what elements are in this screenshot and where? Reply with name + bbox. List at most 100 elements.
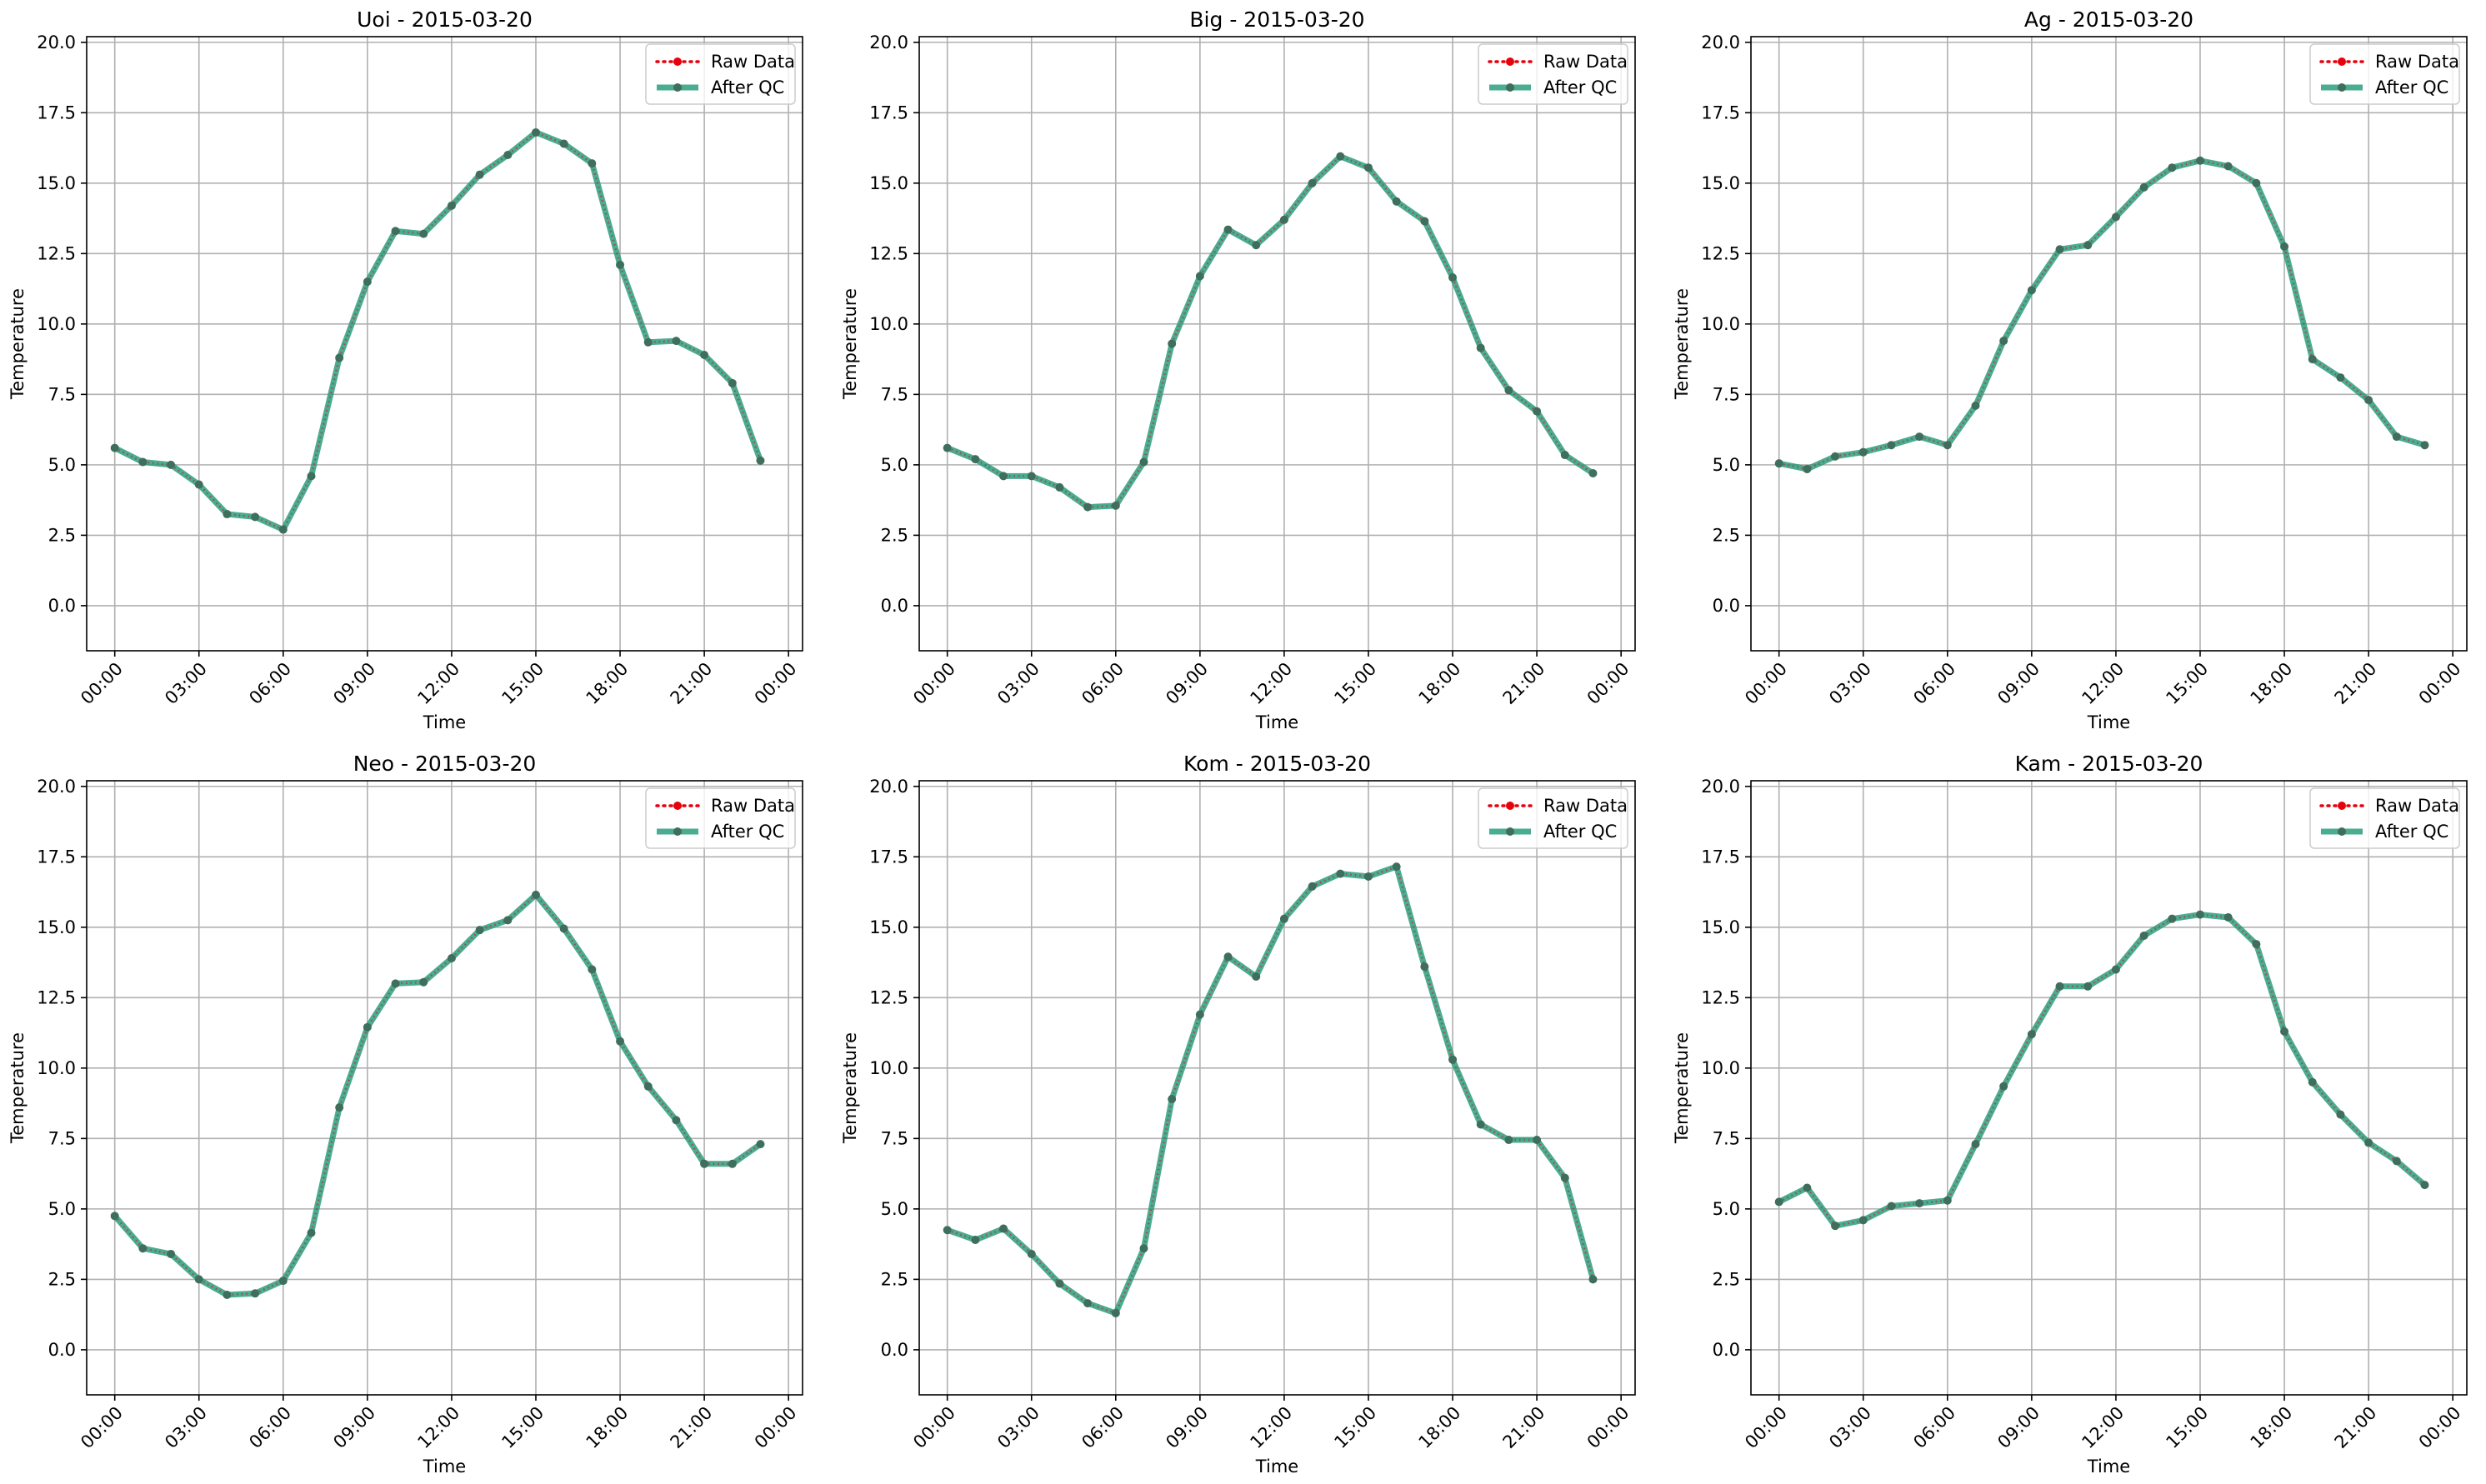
x-tick-label: 18:00 [1415, 658, 1465, 708]
after-qc-point [2336, 1110, 2345, 1119]
after-qc-point [1336, 869, 1345, 878]
after-qc-point [1588, 469, 1598, 478]
subplot-4: 0.0 2.5 5.0 7.5 10.0 12.5 15.0 17.5 20.0 00:00 03:… [8, 752, 803, 1477]
y-tick-label: 5.0 [48, 1199, 76, 1219]
after-qc-point [999, 1224, 1008, 1233]
legend-after-qc-label: After QC [711, 77, 784, 97]
after-qc-point [1803, 464, 1812, 473]
x-tick-label: 09:00 [329, 1402, 379, 1452]
after-qc-point [223, 510, 232, 519]
y-tick-label: 7.5 [881, 1128, 908, 1148]
after-qc-point [1392, 862, 1401, 872]
after-qc-point [1971, 1140, 1980, 1149]
after-qc-point [1308, 178, 1317, 187]
legend-raw-data-marker [2338, 57, 2346, 66]
after-qc-point [2364, 396, 2373, 405]
axes-frame [86, 36, 803, 652]
y-axis-label: Temperature [1672, 288, 1692, 400]
after-qc-point [1363, 872, 1373, 881]
after-qc-point [1774, 1197, 1783, 1207]
after-qc-point [1027, 472, 1036, 481]
after-qc-point [138, 457, 148, 467]
after-qc-point [503, 150, 513, 159]
subplot-1: 0.0 2.5 5.0 7.5 10.0 12.5 15.0 17.5 20.0 00:00 03:… [8, 7, 803, 732]
after-qc-point [363, 277, 372, 287]
after-qc-point [1943, 1196, 1952, 1205]
plot-area [87, 781, 803, 1395]
after-qc-point [943, 1226, 952, 1235]
y-tick-label: 2.5 [48, 1269, 76, 1289]
x-tick-label: 03:00 [1825, 1402, 1875, 1452]
x-tick-label: 03:00 [161, 1402, 211, 1452]
y-axis-label: Temperature [8, 1032, 28, 1144]
after-qc-point [531, 127, 540, 137]
after-qc-point [1915, 1199, 1924, 1208]
x-tick-label: 15:00 [1330, 1402, 1380, 1452]
series-raw-data-line [1778, 159, 2425, 471]
y-tick-label: 12.5 [1701, 987, 1740, 1007]
y-tick-label: 15.0 [37, 917, 76, 937]
y-tick-label: 17.5 [869, 847, 908, 867]
x-tick-label: 12:00 [413, 658, 463, 708]
x-tick-label: 06:00 [245, 658, 295, 708]
subplot-2: 0.0 2.5 5.0 7.5 10.0 12.5 15.0 17.5 20.0 00:00 03:… [840, 7, 1636, 732]
after-qc-point [167, 460, 176, 469]
x-tick-label: 15:00 [2162, 1402, 2212, 1452]
y-tick-label: 17.5 [1701, 102, 1740, 122]
x-tick-label: 09:00 [1162, 1402, 1212, 1452]
after-qc-point [2252, 940, 2261, 949]
y-tick-label: 15.0 [1701, 173, 1740, 193]
chart-title: Big - 2015-03-20 [1189, 7, 1364, 32]
after-qc-point [1831, 452, 1840, 461]
after-qc-point [1803, 1183, 1812, 1192]
after-qc-point [559, 139, 568, 148]
after-qc-point [363, 1022, 372, 1032]
after-qc-point [2027, 1030, 2036, 1039]
after-qc-point [335, 1103, 344, 1112]
x-tick-label: 00:00 [2415, 1402, 2465, 1452]
y-tick-label: 2.5 [48, 525, 76, 545]
after-qc-point [1560, 451, 1569, 460]
legend-raw-data-label: Raw Data [1543, 52, 1628, 72]
legend: Raw Data After QC [2309, 787, 2460, 849]
x-axis-label: Time [423, 1457, 466, 1477]
x-tick-label: 09:00 [329, 658, 379, 708]
after-qc-point [1279, 914, 1288, 923]
after-qc-point [1504, 1136, 1513, 1145]
after-qc-point [1448, 273, 1458, 282]
x-tick-label: 18:00 [2247, 1402, 2297, 1452]
after-qc-point [1858, 1216, 1868, 1225]
y-axis-label: Temperature [840, 1032, 860, 1144]
y-tick-label: 15.0 [869, 917, 908, 937]
after-qc-point [2139, 931, 2148, 940]
y-tick-label: 10.0 [869, 314, 908, 334]
x-tick-label: 00:00 [751, 658, 801, 708]
legend-after-qc-marker [1506, 83, 1514, 92]
legend-raw-data-label: Raw Data [1543, 796, 1628, 816]
x-tick-label: 21:00 [2331, 1402, 2381, 1452]
y-axis-label: Temperature [840, 288, 860, 400]
y-tick-label: 10.0 [37, 1058, 76, 1078]
series-after-qc-line [944, 863, 1596, 1317]
y-tick-label: 0.0 [881, 1340, 908, 1360]
after-qc-point [672, 1116, 681, 1125]
after-qc-point [1858, 447, 1868, 457]
legend-after-qc-marker [2338, 827, 2346, 836]
subplot-6: 0.0 2.5 5.0 7.5 10.0 12.5 15.0 17.5 20.0 00:00 03:… [1672, 752, 2468, 1477]
after-qc-point [616, 260, 625, 269]
plot-area [1751, 37, 2467, 651]
after-qc-point [194, 1275, 203, 1284]
legend-raw-data-label: Raw Data [711, 796, 795, 816]
after-qc-point [1533, 1136, 1542, 1145]
y-tick-label: 7.5 [1713, 384, 1740, 404]
after-qc-point [1476, 1120, 1485, 1129]
y-tick-label: 0.0 [1713, 596, 1740, 616]
after-qc-point [110, 443, 119, 452]
x-tick-label: 03:00 [993, 1402, 1043, 1452]
y-tick-label: 0.0 [1713, 1340, 1740, 1360]
after-qc-point [1168, 339, 1177, 348]
chart-title: Neo - 2015-03-20 [353, 752, 537, 776]
plot-area [919, 37, 1635, 651]
x-axis-label: Time [1255, 712, 1298, 732]
